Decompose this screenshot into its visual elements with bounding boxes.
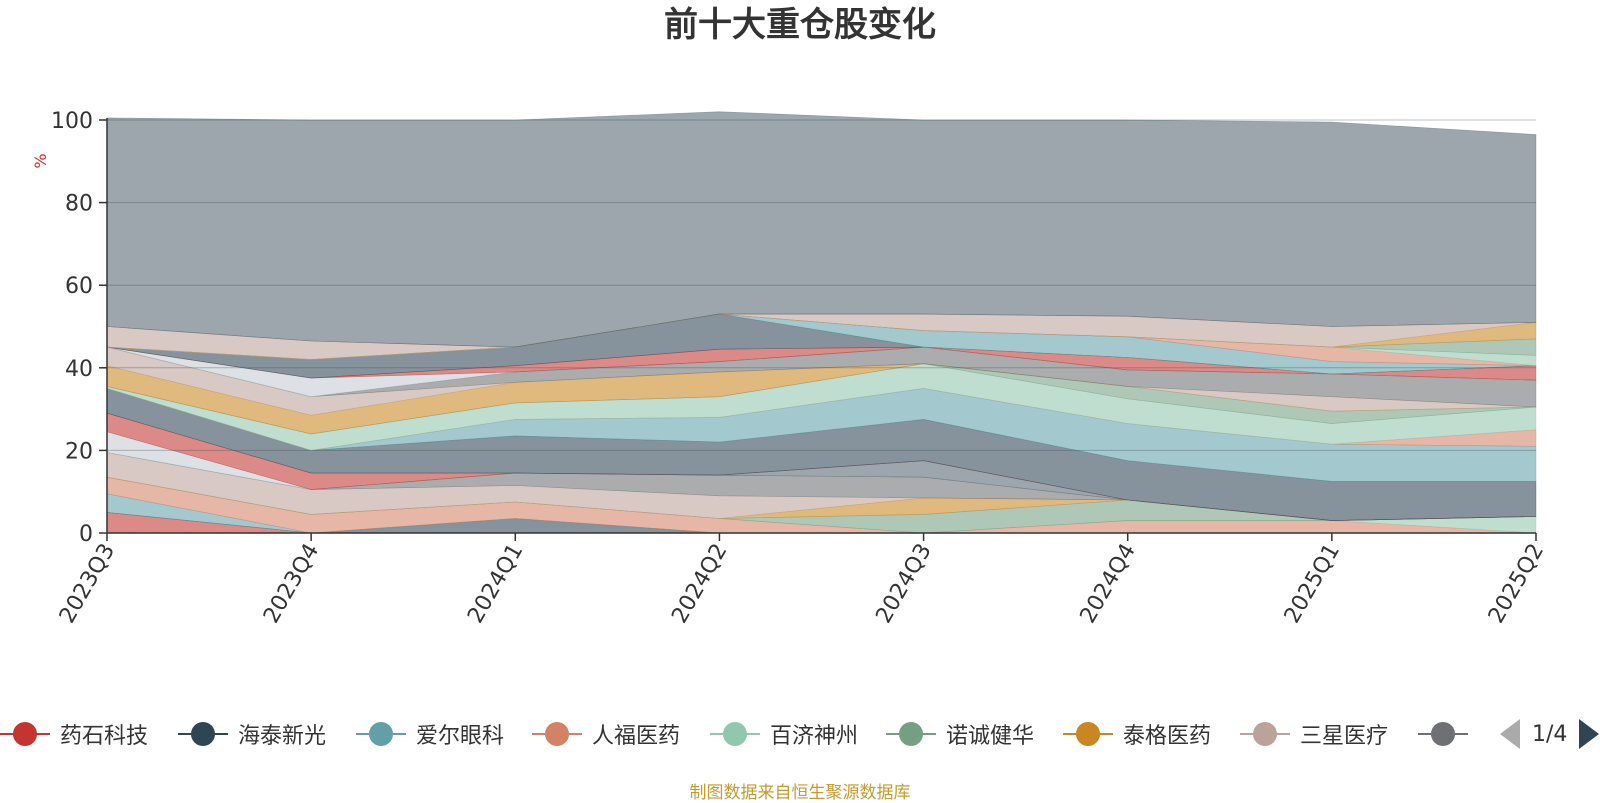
area-series-31: [106, 111, 1537, 348]
y-axis-label: %: [31, 153, 50, 168]
legend-item-7[interactable]: 三星医疗: [1240, 712, 1388, 756]
x-tick-label-3: 2024Q2: [667, 540, 732, 628]
legend-marker-icon: [1063, 721, 1113, 747]
legend-marker-icon: [886, 721, 936, 747]
y-tick-label-0: 0: [79, 522, 93, 547]
legend-marker-icon: [178, 721, 228, 747]
x-tick-label-0: 2023Q3: [55, 540, 120, 628]
legend: 药石科技 海泰新光 爱尔眼科 人福医药 百济神州 诺诚健华 泰格医药 三星医疗: [0, 712, 1480, 756]
y-tick-label-2: 40: [65, 357, 93, 382]
legend-pager: 1/4: [1500, 718, 1600, 750]
legend-marker-icon: [1418, 721, 1468, 747]
legend-item-3[interactable]: 人福医药: [532, 712, 680, 756]
y-tick-label-5: 100: [51, 109, 93, 134]
pager-next-icon[interactable]: [1579, 719, 1600, 749]
legend-item-1[interactable]: 海泰新光: [178, 712, 326, 756]
legend-label: 爱尔眼科: [416, 724, 505, 749]
y-tick-label-1: 20: [65, 439, 93, 464]
legend-item-8[interactable]: [1418, 712, 1478, 756]
pager-prev-icon[interactable]: [1500, 719, 1520, 749]
chart-title: 前十大重仓股变化: [664, 5, 936, 45]
x-tick-label-1: 2023Q4: [259, 540, 324, 628]
legend-marker-icon: [0, 721, 50, 747]
x-tick-label-6: 2025Q1: [1280, 540, 1345, 628]
x-tick-label-5: 2024Q4: [1076, 540, 1141, 628]
legend-marker-icon: [532, 721, 582, 747]
y-tick-label-4: 80: [65, 192, 93, 217]
data-source-note: 制图数据来自恒生聚源数据库: [689, 783, 911, 803]
y-tick-label-3: 60: [65, 274, 93, 299]
legend-item-6[interactable]: 泰格医药: [1063, 712, 1211, 756]
legend-label: 三星医疗: [1300, 724, 1389, 749]
legend-marker-icon: [356, 721, 406, 747]
legend-marker-icon: [710, 721, 760, 747]
legend-label: 海泰新光: [238, 724, 327, 749]
legend-label: 诺诚健华: [946, 724, 1035, 749]
legend-item-4[interactable]: 百济神州: [710, 712, 858, 756]
x-tick-label-7: 2025Q2: [1484, 540, 1549, 628]
legend-item-5[interactable]: 诺诚健华: [886, 712, 1034, 756]
legend-item-0[interactable]: 药石科技: [0, 712, 148, 756]
x-tick-label-4: 2024Q3: [871, 540, 936, 628]
pager-text: 1/4: [1532, 721, 1568, 747]
x-tick-label-2: 2024Q1: [463, 540, 528, 628]
legend-label: 泰格医药: [1123, 724, 1212, 749]
legend-label: 药石科技: [60, 724, 149, 749]
legend-item-2[interactable]: 爱尔眼科: [356, 712, 504, 756]
legend-marker-icon: [1240, 721, 1290, 747]
legend-label: 百济神州: [770, 724, 859, 749]
legend-label: 人福医药: [592, 724, 681, 749]
